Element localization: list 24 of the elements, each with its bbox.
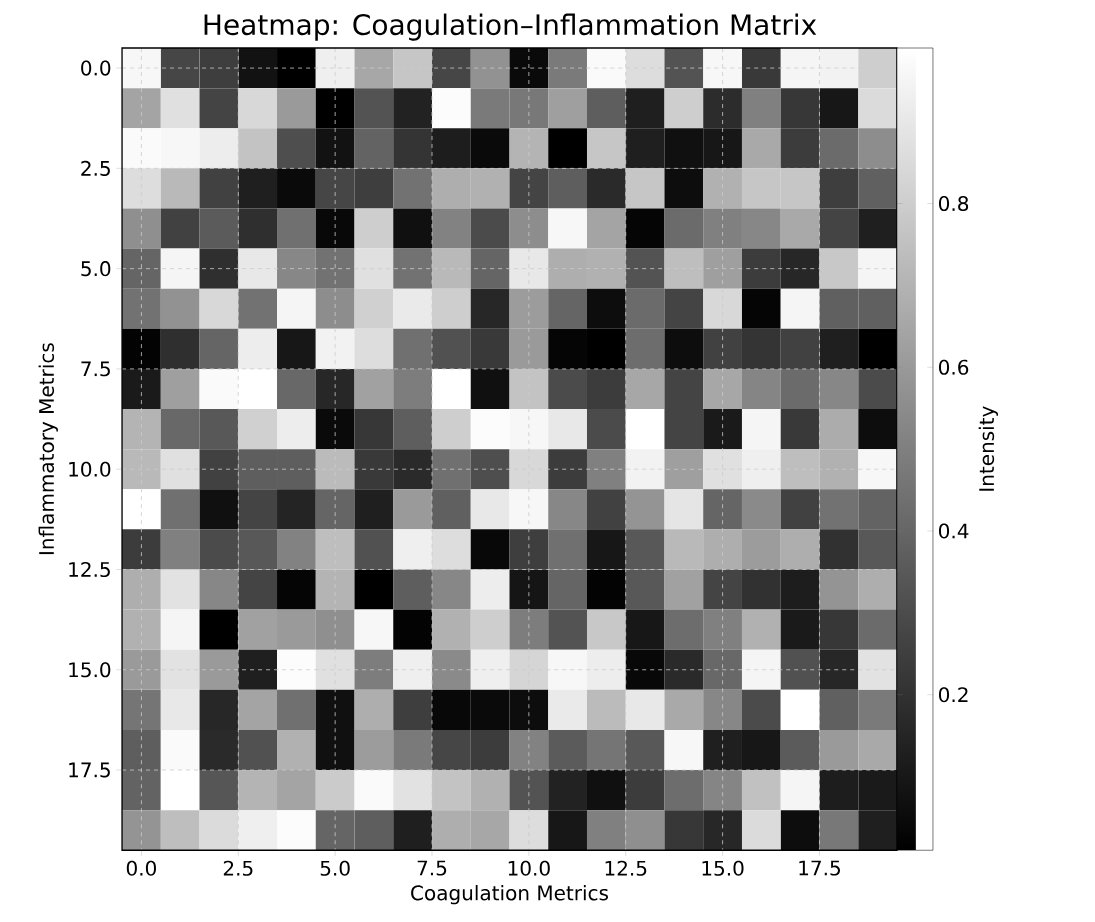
x-tick-label: 12.5 bbox=[605, 860, 647, 876]
color-bar-label: 0.6 bbox=[938, 359, 969, 375]
y-tick-label: 15.0 bbox=[69, 662, 111, 678]
y-axis-title: Inflammatory Metrics bbox=[38, 343, 58, 554]
y-tick-label: 10.0 bbox=[69, 461, 111, 477]
y-tick-label: 2.5 bbox=[81, 160, 110, 176]
x-tick-label: 0.0 bbox=[126, 860, 156, 876]
color-bar-label: 0.2 bbox=[938, 687, 968, 703]
x-tick-label: 2.5 bbox=[223, 860, 253, 876]
x-tick-label: 15.0 bbox=[702, 860, 744, 876]
y-tick-label: 0.0 bbox=[81, 60, 111, 76]
x-tick-label: 17.5 bbox=[799, 860, 840, 876]
x-tick-label: 7.5 bbox=[417, 860, 447, 876]
y-tick-label: 7.5 bbox=[81, 361, 110, 377]
x-tick-label: 5.0 bbox=[320, 860, 350, 876]
x-tick-label: 10.0 bbox=[508, 860, 550, 876]
y-tick-label: 17.5 bbox=[69, 762, 110, 778]
chart-title: Heatmap: Coagulation–Inflammation Matrix bbox=[204, 13, 817, 41]
color-bar-label: 0.8 bbox=[938, 195, 969, 211]
x-axis-title: Coagulation Metrics bbox=[411, 884, 608, 905]
y-tick-label: 12.5 bbox=[69, 561, 110, 577]
color-bar-title: Intensity bbox=[978, 406, 999, 491]
color-bar-label: 0.4 bbox=[938, 523, 969, 539]
y-tick-label: 5.0 bbox=[81, 260, 111, 277]
